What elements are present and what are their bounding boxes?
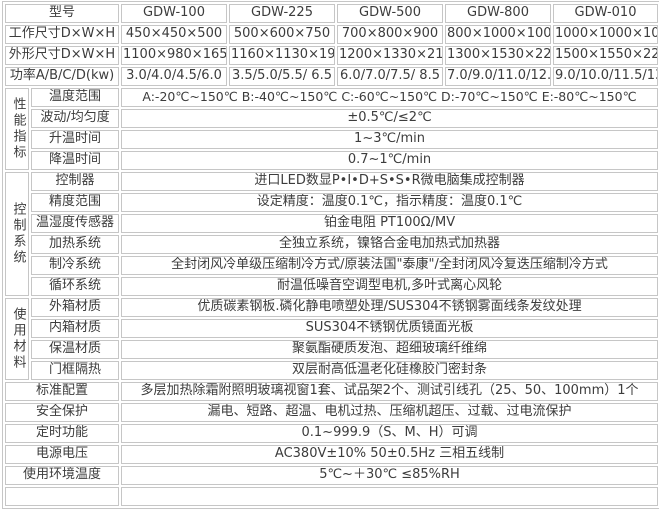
model-header-cell: GDW-010 (553, 4, 659, 23)
row-value: AC380V±10% 50±0.5Hz 三相五线制 (121, 445, 659, 464)
spec-value: 700×800×900 (337, 25, 444, 44)
spec-value: 1500×1550×2200 (553, 46, 659, 65)
row-value: 全独立系统，镍铬合金电加热式加热器 (121, 235, 659, 254)
row-value: 5℃~＋30℃ ≤85%RH (121, 466, 659, 485)
row-label: 温湿度传感器 (31, 214, 120, 233)
table-row-power-supply: 电源电压 AC380V±10% 50±0.5Hz 三相五线制 (5, 445, 659, 464)
table-row-fluctuation: 波动/均匀度 ±0.5℃/≤2℃ (5, 109, 659, 128)
row-value: 0.7~1℃/min (121, 151, 659, 170)
table-row-inner-material: 内箱材质 SUS304不锈钢优质镜面光板 (5, 319, 659, 338)
row-label: 降温时间 (31, 151, 120, 170)
model-header-cell: GDW-500 (337, 4, 444, 23)
row-value: 优质碳素钢板.磷化静电喷塑处理/SUS304不锈钢雾面线条发纹处理 (121, 298, 659, 317)
row-value: SUS304不锈钢优质镜面光板 (121, 319, 659, 338)
spec-value: 1100×980×1650 (121, 46, 228, 65)
row-label: 电源电压 (5, 445, 120, 464)
table-row-outer-size: 外形尺寸D×W×H 1100×980×1650 1160×1130×1900 1… (5, 46, 659, 65)
row-value: 1~3℃/min (121, 130, 659, 149)
row-label: 精度范围 (31, 193, 120, 212)
row-label (5, 487, 120, 506)
group-label-materials: 使用材料 (5, 298, 29, 380)
row-value: 多层加热除霜附照明玻璃视窗1套、试品架2个、测试引线孔（25、50、100mm）… (121, 382, 659, 401)
table-row-cooldown-time: 降温时间 0.7~1℃/min (5, 151, 659, 170)
table-row-standard-config: 标准配置 多层加热除霜附照明玻璃视窗1套、试品架2个、测试引线孔（25、50、1… (5, 382, 659, 401)
row-label: 内箱材质 (31, 319, 120, 338)
row-label: 保温材质 (31, 340, 120, 359)
table-row-outer-material: 使用材料 外箱材质 优质碳素钢板.磷化静电喷塑处理/SUS304不锈钢雾面线条发… (5, 298, 659, 380)
table-row-work-size: 工作尺寸D×W×H 450×450×500 500×600×750 700×80… (5, 25, 659, 44)
row-label: 控制器 (31, 172, 120, 191)
spec-value: 9.0/10.0/11.5/13.0 (553, 67, 659, 86)
header-row: 型号 GDW-100 GDW-225 GDW-500 GDW-800 GDW-0… (5, 4, 659, 23)
table-row-power: 功率A/B/C/D(kw) 3.0/4.0/4.5/6.0 3.5/5.0/5.… (5, 67, 659, 86)
row-label: 加热系统 (31, 235, 120, 254)
row-label: 功率A/B/C/D(kw) (5, 67, 120, 86)
row-value: 全封闭风冷单级压缩制冷方式/原装法国"泰康"/全封闭风冷复迭压缩制冷方式 (121, 256, 659, 275)
group-label-performance: 性能指标 (5, 88, 29, 170)
row-value: 0.1~999.9（S、M、H）可调 (121, 424, 659, 443)
table-row-temp-range: 性能指标 温度范围 A:-20℃~150℃ B:-40℃~150℃ C:-60℃… (5, 88, 659, 170)
row-value: 铂金电阻 PT100Ω/MV (121, 214, 659, 233)
row-label: 外箱材质 (31, 298, 120, 317)
group-label-control: 控制系统 (5, 172, 29, 296)
spec-value: 1000×1000×1000 (553, 25, 659, 44)
row-label: 温度范围 (31, 88, 120, 107)
row-value: 设定精度：温度0.1℃，指示精度：温度0.1℃ (121, 193, 659, 212)
row-value: ±0.5℃/≤2℃ (121, 109, 659, 128)
row-label: 升温时间 (31, 130, 120, 149)
model-label-cell: 型号 (5, 4, 120, 23)
row-label: 工作尺寸D×W×H (5, 25, 120, 44)
table-row-sensor: 温湿度传感器 铂金电阻 PT100Ω/MV (5, 214, 659, 233)
spec-value: 800×1000×1000 (445, 25, 552, 44)
spec-value: 6.0/7.0/7.5/ 8.5 (337, 67, 444, 86)
row-label: 使用环境温度 (5, 466, 120, 485)
model-header-cell: GDW-800 (445, 4, 552, 23)
row-label: 外形尺寸D×W×H (5, 46, 120, 65)
table-row-timer-function: 定时功能 0.1~999.9（S、M、H）可调 (5, 424, 659, 443)
table-row-safety-protection: 安全保护 漏电、短路、超温、电机过热、压缩机超压、过载、过电流保护 (5, 403, 659, 422)
row-label: 制冷系统 (31, 256, 120, 275)
row-value: 双层耐高低温老化硅橡胶门密封条 (121, 361, 659, 380)
row-value: A:-20℃~150℃ B:-40℃~150℃ C:-60℃~150℃ D:-7… (121, 88, 659, 107)
spec-value: 3.5/5.0/5.5/ 6.5 (229, 67, 336, 86)
table-row-door-seal: 门框隔热 双层耐高低温老化硅橡胶门密封条 (5, 361, 659, 380)
spec-value: 1160×1130×1900 (229, 46, 336, 65)
model-header-cell: GDW-225 (229, 4, 336, 23)
row-label: 安全保护 (5, 403, 120, 422)
row-value: 耐温低噪音空调型电机,多叶式离心风轮 (121, 277, 659, 296)
table-row-cooling-system: 制冷系统 全封闭风冷单级压缩制冷方式/原装法国"泰康"/全封闭风冷复迭压缩制冷方… (5, 256, 659, 275)
spec-value: 7.0/9.0/11.0/12.5 (445, 67, 552, 86)
row-value: 进口LED数显P•I•D+S•S•R微电脑集成控制器 (121, 172, 659, 191)
table-row-heating-system: 加热系统 全独立系统，镍铬合金电加热式加热器 (5, 235, 659, 254)
row-label: 定时功能 (5, 424, 120, 443)
row-label: 门框隔热 (31, 361, 120, 380)
row-value (121, 487, 659, 506)
table-row-insulation-material: 保温材质 聚氨酯硬质发泡、超细玻璃纤维绵 (5, 340, 659, 359)
spec-value: 450×450×500 (121, 25, 228, 44)
table-row-heatup-time: 升温时间 1~3℃/min (5, 130, 659, 149)
table-row-controller: 控制系统 控制器 进口LED数显P•I•D+S•S•R微电脑集成控制器 (5, 172, 659, 296)
table-row-circulation-system: 循环系统 耐温低噪音空调型电机,多叶式离心风轮 (5, 277, 659, 296)
clipped-row (5, 487, 659, 506)
row-label: 循环系统 (31, 277, 120, 296)
model-header-cell: GDW-100 (121, 4, 228, 23)
row-value: 聚氨酯硬质发泡、超细玻璃纤维绵 (121, 340, 659, 359)
row-label: 波动/均匀度 (31, 109, 120, 128)
table-row-ambient-temp: 使用环境温度 5℃~＋30℃ ≤85%RH (5, 466, 659, 485)
spec-value: 3.0/4.0/4.5/6.0 (121, 67, 228, 86)
row-label: 标准配置 (5, 382, 120, 401)
row-value: 漏电、短路、超温、电机过热、压缩机超压、过载、过电流保护 (121, 403, 659, 422)
spec-value: 1200×1330×2100 (337, 46, 444, 65)
spec-value: 500×600×750 (229, 25, 336, 44)
table-row-accuracy: 精度范围 设定精度：温度0.1℃，指示精度：温度0.1℃ (5, 193, 659, 212)
spec-value: 1300×1530×2200 (445, 46, 552, 65)
